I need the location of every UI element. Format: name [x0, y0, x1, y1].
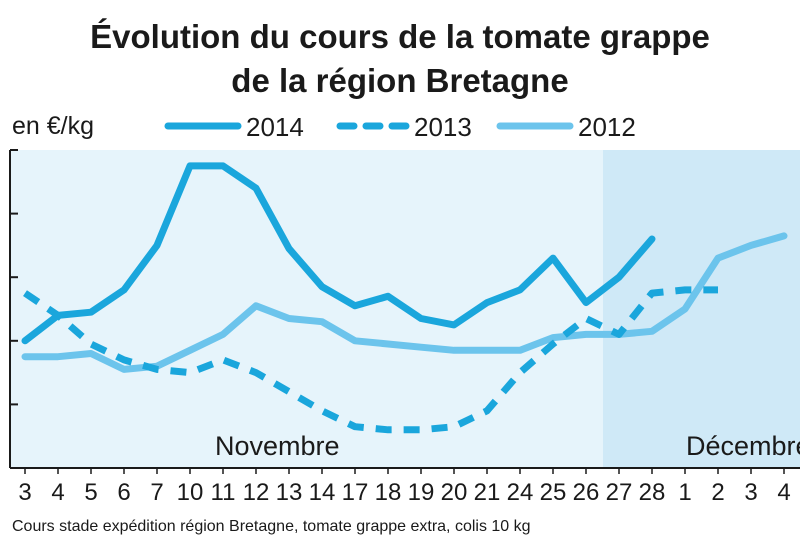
x-tick-label: 14 [309, 479, 336, 506]
series-line-2014 [21, 162, 656, 345]
x-tick-label: 21 [474, 479, 501, 506]
x-tick-label: 13 [276, 479, 303, 506]
x-tick-label: 3 [18, 479, 31, 506]
x-tick-label: 12 [243, 479, 270, 506]
x-tick-label: 3 [744, 479, 757, 506]
series-layer [21, 162, 788, 434]
x-tick-label: 2 [711, 479, 724, 506]
x-tick-label: 1 [678, 479, 691, 506]
chart-title-line1: Évolution du cours de la tomate grappe [90, 18, 710, 55]
legend-label-2012: 2012 [578, 112, 636, 142]
x-tick-label: 7 [150, 479, 163, 506]
x-tick-label: 5 [84, 479, 97, 506]
x-tick-label: 27 [606, 479, 633, 506]
x-tick-label: 26 [573, 479, 600, 506]
x-tick-label: 4 [777, 479, 790, 506]
x-tick-label: 24 [507, 479, 534, 506]
x-tick-label: 25 [540, 479, 567, 506]
month-label-december: Décembre [686, 431, 800, 461]
x-tick-label: 6 [117, 479, 130, 506]
x-tick-label: 11 [211, 479, 236, 506]
x-tick-label: 18 [375, 479, 402, 506]
chart-title-line2: de la région Bretagne [231, 62, 568, 99]
chart-source-note: Cours stade expédition région Bretagne, … [12, 518, 531, 535]
x-tick-label: 17 [342, 479, 369, 506]
x-tick-label: 28 [639, 479, 666, 506]
legend-label-2013: 2013 [414, 112, 472, 142]
panel-december [603, 150, 800, 468]
month-label-november: Novembre [215, 431, 340, 461]
x-tick-label: 10 [177, 479, 204, 506]
x-tick-label: 4 [51, 479, 64, 506]
y-axis-unit-label: en €/kg [12, 112, 94, 140]
legend-label-2014: 2014 [246, 112, 304, 142]
legend: 2014 2013 2012 [164, 112, 636, 142]
axes [9, 149, 800, 474]
x-tick-label: 20 [441, 479, 468, 506]
x-tick-label: 19 [408, 479, 435, 506]
month-panels [10, 150, 800, 468]
panel-november [10, 150, 603, 468]
